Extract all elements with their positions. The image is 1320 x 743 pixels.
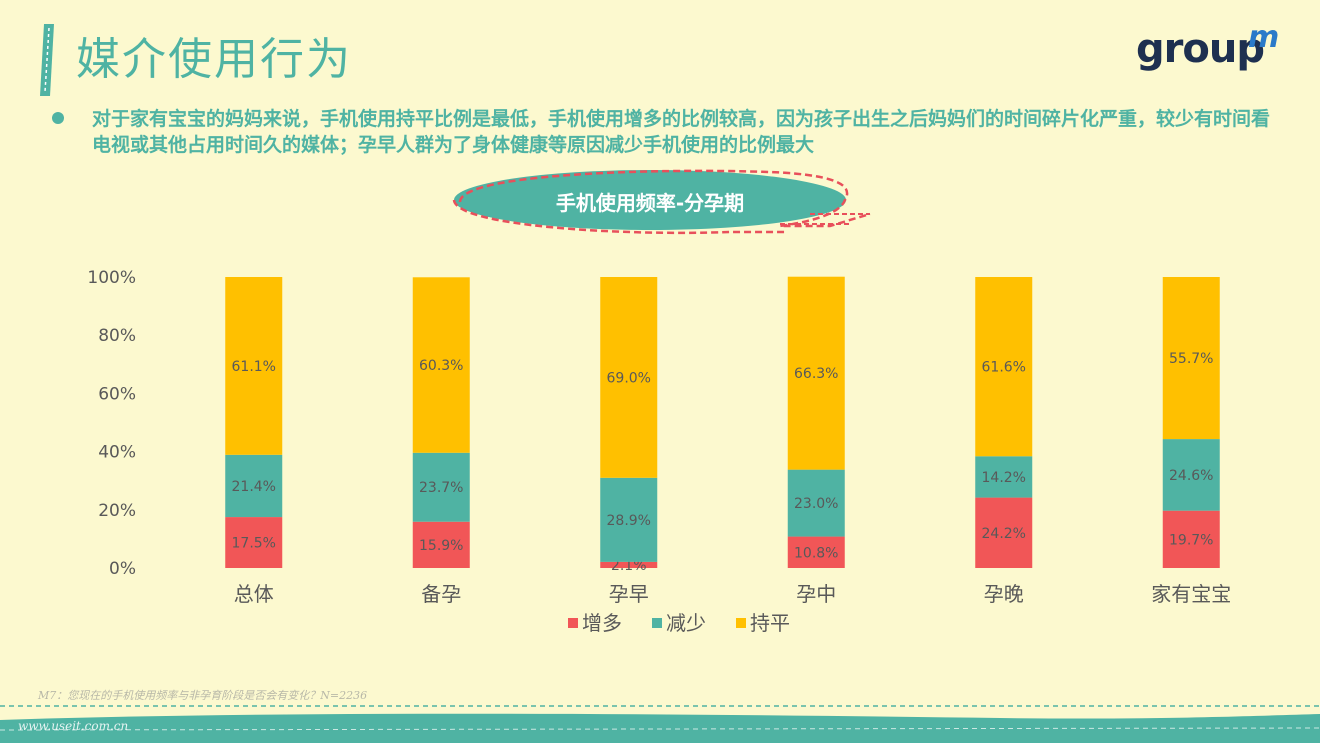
bar-segment [600, 561, 658, 568]
chart-title-badge: 手机使用频率-分孕期 [450, 166, 880, 238]
data-label: 24.2% [982, 526, 1026, 542]
data-label: 69.0% [607, 370, 651, 386]
data-label: 14.2% [982, 470, 1026, 486]
category-label: 孕早 [609, 582, 649, 606]
watermark: www.useit.com.cn [18, 719, 129, 733]
legend-swatch [568, 618, 578, 628]
bar-segment [600, 477, 658, 562]
data-label: 2.1% [611, 558, 647, 574]
footer-band [0, 705, 1320, 743]
bar-segment [975, 456, 1033, 498]
bar-segment [225, 517, 283, 568]
bar-segment [1162, 277, 1220, 440]
bar-segment [412, 277, 470, 453]
legend-label: 增多 [582, 611, 622, 635]
data-label: 55.7% [1169, 351, 1213, 367]
bar-segment [412, 521, 470, 568]
y-tick-label: 100% [87, 268, 136, 288]
legend-swatch [736, 618, 746, 628]
category-label: 家有宝宝 [1151, 582, 1231, 606]
category-label: 总体 [234, 582, 274, 606]
bar-segment [1162, 510, 1220, 568]
bar-segment [600, 277, 658, 478]
data-label: 24.6% [1169, 468, 1213, 484]
source-note: M7：您现在的手机使用频率与非孕育阶段是否会有变化？N=2236 [38, 689, 368, 702]
bar-segment [975, 277, 1033, 457]
legend-swatch [652, 618, 662, 628]
logo-text: group [1136, 26, 1265, 72]
y-tick-label: 40% [98, 443, 136, 463]
data-label: 28.9% [607, 513, 651, 529]
data-label: 21.4% [232, 479, 276, 495]
groupm-logo: group m [1136, 20, 1286, 76]
data-label: 61.6% [982, 360, 1026, 376]
chart-title-shape [452, 169, 871, 235]
title-accent-bar [40, 24, 54, 96]
bar-segment [225, 454, 283, 518]
bar-segment [787, 469, 845, 537]
bar-segment [225, 277, 283, 455]
y-tick-label: 20% [98, 501, 136, 521]
category-label: 孕中 [796, 582, 836, 606]
page-title: 媒介使用行为 [76, 34, 352, 85]
legend-label: 减少 [666, 611, 706, 635]
data-label: 61.1% [232, 359, 276, 375]
bar-segment [975, 497, 1033, 568]
data-label: 23.7% [419, 480, 463, 496]
summary-text: 对于家有宝宝的妈妈来说，手机使用持平比例是最低，手机使用增多的比例较高，因为孩子… [92, 108, 1271, 156]
data-label: 66.3% [794, 366, 838, 382]
bar-segment [787, 536, 845, 568]
bullet-icon [52, 112, 64, 124]
bar-segment [412, 452, 470, 522]
category-label: 孕晚 [984, 582, 1024, 606]
data-label: 17.5% [232, 536, 276, 552]
bar-segment [787, 276, 845, 470]
data-label: 15.9% [419, 538, 463, 554]
legend-label: 持平 [750, 611, 790, 635]
data-label: 23.0% [794, 496, 838, 512]
y-tick-label: 80% [98, 326, 136, 346]
category-label: 备孕 [421, 582, 461, 606]
data-label: 60.3% [419, 358, 463, 374]
y-tick-label: 0% [109, 559, 136, 579]
bar-segment [1162, 439, 1220, 511]
chart-title: 手机使用频率-分孕期 [555, 191, 745, 215]
y-tick-label: 60% [98, 384, 136, 404]
data-label: 10.8% [794, 545, 838, 561]
logo-superscript: m [1248, 20, 1280, 55]
data-label: 19.7% [1169, 532, 1213, 548]
